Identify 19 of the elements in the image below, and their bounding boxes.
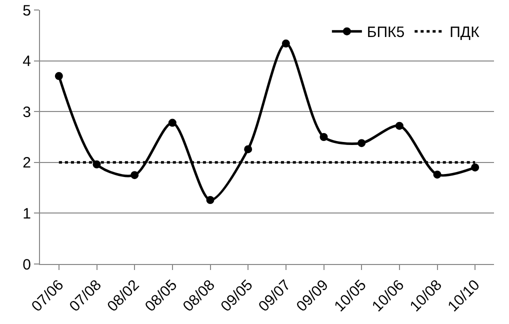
point: [471, 163, 480, 172]
legend-label: БПК5: [366, 24, 405, 42]
point: [168, 118, 176, 127]
point: [358, 139, 366, 148]
y-tick-label: 0: [22, 256, 31, 274]
y-tick-label: 5: [22, 2, 31, 20]
point: [433, 170, 442, 179]
y-tick-label: 1: [22, 205, 31, 222]
point: [54, 72, 63, 80]
y-tick-label: 4: [22, 53, 31, 70]
point: [206, 196, 214, 204]
legend-label: ПДК: [450, 24, 480, 42]
y-tick-label: 3: [22, 104, 31, 121]
y-tick-label: 2: [22, 154, 31, 172]
point: [130, 171, 139, 180]
point: [320, 133, 328, 141]
point: [282, 40, 290, 48]
point: [244, 145, 252, 154]
point: [395, 122, 404, 130]
